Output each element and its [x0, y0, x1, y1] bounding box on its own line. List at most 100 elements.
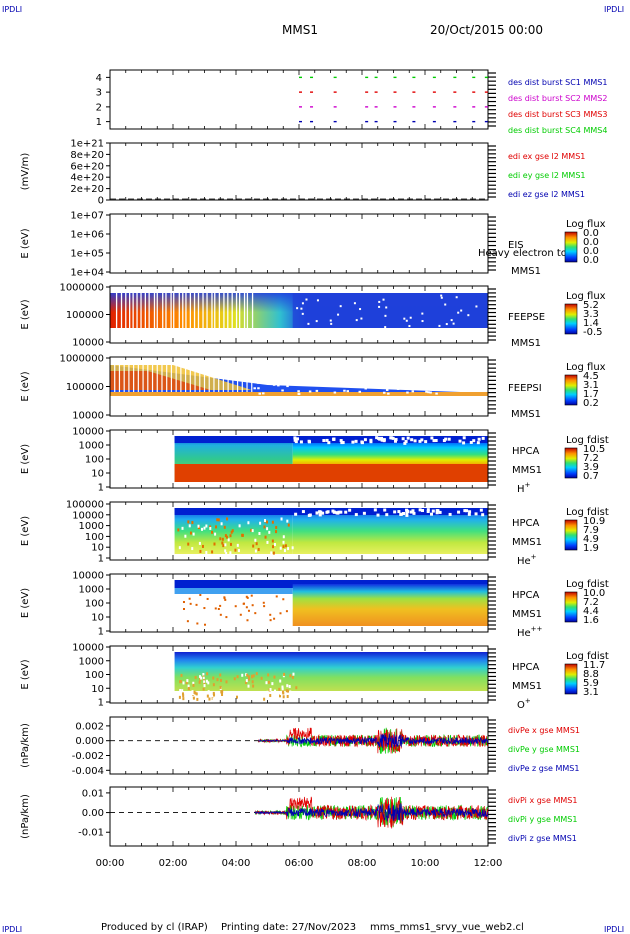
speckle	[229, 534, 232, 538]
speckle	[263, 525, 266, 529]
speckle	[271, 682, 274, 686]
legend-entry: divPe x gse MMS1	[508, 726, 580, 735]
speckle	[205, 524, 208, 528]
speckle	[279, 694, 282, 698]
y-tick-label: 10000	[72, 643, 104, 654]
speckle	[285, 610, 288, 613]
speckle	[353, 302, 356, 305]
mission-label: MMS1	[511, 409, 541, 420]
speckle	[385, 306, 388, 309]
speckle	[348, 508, 352, 512]
speckle	[318, 513, 322, 517]
speckle	[275, 595, 278, 598]
speckle	[467, 512, 471, 516]
speckle	[252, 684, 255, 688]
speckle	[424, 440, 428, 444]
speckle	[203, 526, 206, 530]
speckle	[247, 684, 250, 688]
speckle	[286, 684, 289, 688]
speckle	[411, 381, 415, 384]
y-axis-label: E (eV)	[20, 444, 31, 474]
speckle	[238, 524, 241, 528]
panel-hpca_h: E (eV) 10000 1000 100 10 1 Log fdist10.57.23.9…	[20, 427, 609, 496]
instrument-label: FEEPSI	[508, 383, 542, 394]
speckle	[217, 518, 220, 522]
speckle	[277, 384, 280, 387]
speckle	[219, 673, 222, 677]
y-tick-label: 100	[85, 455, 104, 466]
y-tick-label: 1e+05	[70, 249, 104, 260]
speckle	[386, 385, 390, 388]
speckle	[404, 440, 408, 444]
y-tick-label: 2e+20	[70, 184, 104, 195]
speckle	[217, 608, 220, 611]
speckle	[297, 392, 301, 395]
speckle	[383, 508, 387, 512]
speckle	[472, 439, 476, 443]
speckle	[409, 510, 413, 514]
speckle	[192, 696, 195, 700]
speckle	[191, 690, 194, 694]
footer-filename: mms_mms1_srvy_vue_web2.cl	[370, 922, 524, 933]
y-axis-label: (mV/m)	[20, 153, 31, 191]
speckle	[233, 677, 236, 681]
colorbar-tick-label: 7.2	[583, 453, 599, 464]
speckle	[255, 542, 258, 546]
speckle	[231, 529, 234, 533]
colorbar-tick-label: 3.9	[583, 462, 599, 473]
y-tick-label: 100000	[66, 382, 104, 393]
speckle	[224, 598, 227, 601]
speckle	[382, 382, 386, 385]
species-label: O+	[517, 697, 531, 711]
speckle	[279, 679, 282, 683]
speckle	[444, 437, 448, 441]
instrument-label: HPCA	[512, 446, 540, 457]
speckle	[186, 620, 189, 623]
mission-label: MMS1	[511, 266, 541, 277]
speckle	[206, 597, 209, 600]
speckle	[395, 383, 398, 386]
speckle	[330, 322, 333, 325]
corner-label-top-left: IPDLI	[2, 5, 22, 14]
speckle	[300, 307, 303, 310]
speckle	[359, 308, 362, 311]
speckle	[194, 691, 197, 695]
colorbar-tick-label: 4.9	[583, 534, 599, 545]
speckle	[187, 520, 190, 524]
speckle	[299, 440, 303, 444]
instrument-label: EIS	[508, 240, 524, 251]
speckle	[406, 510, 410, 514]
speckle	[233, 696, 236, 700]
speckle	[282, 695, 285, 699]
speckle	[306, 375, 310, 378]
speckle	[269, 619, 272, 622]
speckle	[272, 545, 275, 549]
speckle	[386, 387, 389, 390]
colorbar-tick-label: 3.1	[583, 380, 599, 391]
speckle	[246, 673, 249, 677]
speckle	[445, 323, 448, 326]
speckle	[337, 313, 340, 316]
y-tick-label: 10	[91, 469, 104, 480]
legend-entry: des dist burst SC2 MMS2	[508, 94, 607, 103]
speckle	[179, 688, 182, 692]
speckle	[322, 439, 326, 443]
speckle	[348, 381, 351, 384]
speckle	[254, 375, 258, 378]
speckle	[241, 533, 244, 537]
speckle	[406, 391, 409, 394]
speckle	[408, 367, 411, 370]
y-tick-label: -0.01	[78, 828, 104, 839]
speckle	[396, 369, 399, 372]
speckle	[434, 439, 438, 443]
speckle	[318, 510, 322, 514]
speckle	[406, 436, 410, 440]
speckle	[253, 374, 256, 377]
speckle	[286, 519, 289, 523]
speckle	[440, 386, 443, 389]
speckle	[216, 678, 219, 682]
speckle	[247, 521, 250, 525]
corner-label-bottom-left: IPDLI	[2, 925, 22, 934]
y-tick-label: 1e+04	[70, 268, 104, 279]
speckle	[293, 436, 297, 440]
